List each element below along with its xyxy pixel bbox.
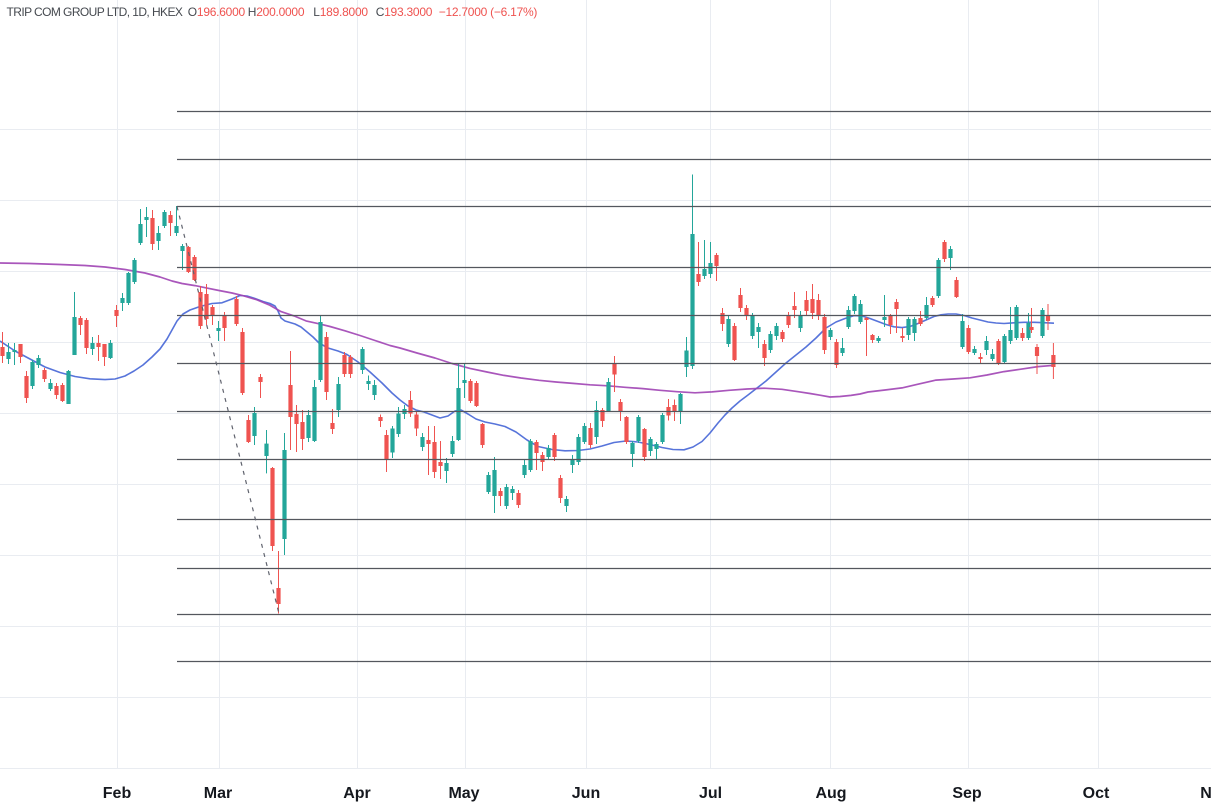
svg-text:May: May <box>448 785 479 802</box>
svg-text:Apr: Apr <box>343 785 371 802</box>
svg-text:Oct: Oct <box>1083 785 1110 802</box>
svg-text:Mar: Mar <box>204 785 232 802</box>
svg-text:Aug: Aug <box>815 785 846 802</box>
svg-text:Feb: Feb <box>103 785 132 802</box>
svg-text:Sep: Sep <box>952 785 982 802</box>
svg-text:N: N <box>1200 785 1211 802</box>
svg-text:Jul: Jul <box>699 785 722 802</box>
svg-text:Jun: Jun <box>572 785 600 802</box>
